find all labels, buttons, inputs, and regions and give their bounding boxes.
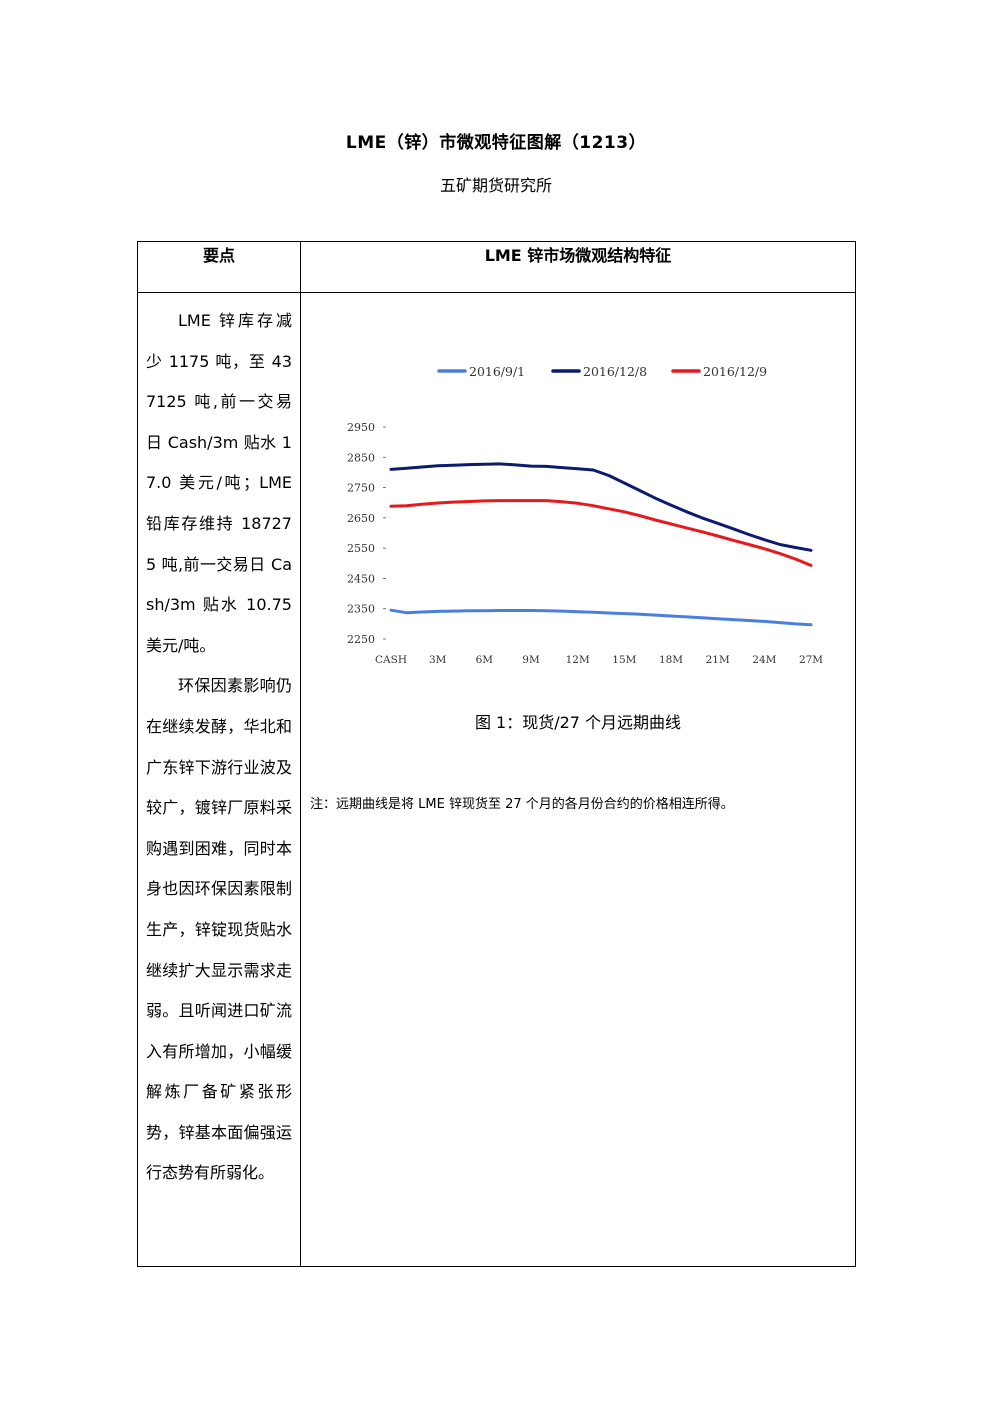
series-line [389,462,813,552]
series-line [389,499,813,567]
x-tick-label: 12M [566,654,590,666]
y-tick-label: 2450 [347,572,375,585]
document-title: LME（锌）市微观特征图解（1213） [345,133,647,153]
forward-curve-svg: 2250 2350 2450 2550 2650 2750 2850 2950 CASH 3M 6M… [347,364,823,666]
header-market-structure: LME 锌市场微观结构特征 [300,241,856,293]
y-tick-label: 2250 [347,633,375,646]
x-tick-label: 24M [752,654,776,666]
header-key-points: 要点 [137,241,301,293]
y-tick-label: 2550 [347,542,375,555]
chart-note: 注：远期曲线是将 LME 锌现货至 27 个月的各月份合约的价格相连所得。 [310,797,734,812]
key-points-cell: LME 锌库存减少 1175 吨，至 437125 吨,前一交易日 Cash/3… [137,292,301,1267]
key-point-paragraph: 环保因素影响仍在继续发酵，华北和广东锌下游行业波及较广，镀锌厂原料采购遇到困难，… [146,676,292,1183]
market-structure-cell: 2250 2350 2450 2550 2650 2750 2850 2950 CASH 3M 6M… [300,292,856,1267]
key-point-paragraph: LME 锌库存减少 1175 吨，至 437125 吨,前一交易日 Cash/3… [146,311,292,655]
forward-curve-chart: 2250 2350 2450 2550 2650 2750 2850 2950 CASH 3M 6M… [331,355,831,685]
x-tick-label: 27M [799,654,823,666]
legend-label: 2016/9/1 [469,364,525,379]
content-table: 要点 LME 锌市场微观结构特征 LME 锌库存减少 1175 吨，至 4371… [137,241,856,1267]
legend-label: 2016/12/8 [583,364,647,379]
series-line [389,608,813,627]
document-subtitle: 五矿期货研究所 [439,176,552,195]
x-tick-label: 15M [612,654,636,666]
y-tick-label: 2850 [347,451,375,464]
x-tick-label: 18M [659,654,683,666]
x-tick-label: 3M [429,654,447,666]
x-tick-label: CASH [375,654,407,666]
y-tick-label: 2650 [347,512,375,525]
y-tick-label: 2350 [347,603,375,616]
x-tick-label: 21M [706,654,730,666]
figure-caption: 图 1：现货/27 个月远期曲线 [474,713,682,732]
y-tick-label: 2950 [347,421,375,434]
y-tick-label: 2750 [347,482,375,495]
x-tick-label: 9M [522,654,540,666]
legend-label: 2016/12/9 [703,364,767,379]
x-tick-label: 6M [476,654,494,666]
